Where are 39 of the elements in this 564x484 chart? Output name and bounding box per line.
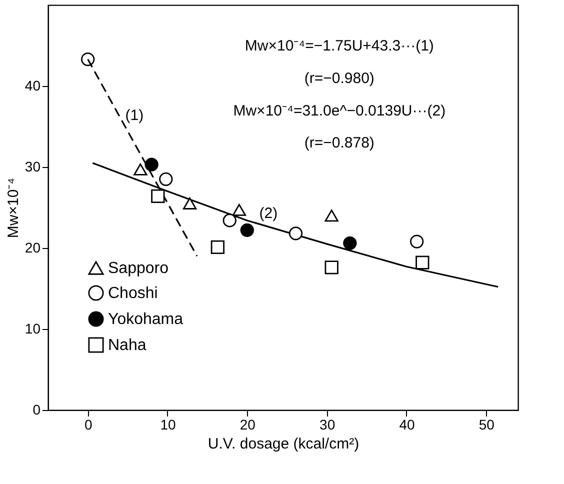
point xyxy=(343,236,357,250)
point xyxy=(240,223,254,237)
y-tick-label: 20 xyxy=(24,240,41,256)
point xyxy=(222,214,236,228)
x-tick-label: 0 xyxy=(84,416,92,432)
y-axis-title: Mw×10⁻⁴ xyxy=(4,178,22,238)
legend-label: Sapporo xyxy=(108,260,169,277)
y-tick-label: 0 xyxy=(32,402,41,418)
point xyxy=(288,226,303,240)
point xyxy=(232,204,246,216)
x-tick-label: 20 xyxy=(240,416,256,432)
point xyxy=(144,158,158,172)
x-tick-label: 10 xyxy=(160,416,176,432)
y-tick-label: 30 xyxy=(24,158,41,174)
point xyxy=(159,172,173,186)
annotation: (r=−0.878) xyxy=(304,134,374,152)
point xyxy=(416,256,430,270)
legend-label: Naha xyxy=(108,337,146,354)
annotation: Mw×10⁻⁴=31.0e^−0.0139U···(2) xyxy=(233,102,446,120)
y-tick-label: 10 xyxy=(24,320,41,336)
point xyxy=(151,189,165,203)
y-tick-label: 40 xyxy=(24,78,41,94)
point xyxy=(81,52,95,66)
legend-label: Yokohama xyxy=(108,311,184,328)
annotation: (r=−0.980) xyxy=(304,70,374,87)
point xyxy=(210,240,224,254)
point xyxy=(182,197,197,210)
annotation: (2) xyxy=(259,204,278,222)
x-tick-label: 40 xyxy=(399,416,415,432)
x-tick-label: 30 xyxy=(320,416,336,432)
point xyxy=(324,260,338,274)
annotation: (1) xyxy=(125,107,144,124)
point xyxy=(410,234,424,248)
x-axis-title: U.V. dosage (kcal/cm²) xyxy=(208,436,360,452)
point xyxy=(324,210,338,222)
annotation: Mw×10⁻⁴=−1.75U+43.3···(1) xyxy=(244,38,434,54)
legend-label: Choshi xyxy=(108,285,158,302)
point xyxy=(134,163,148,176)
x-tick-label: 50 xyxy=(478,416,495,432)
